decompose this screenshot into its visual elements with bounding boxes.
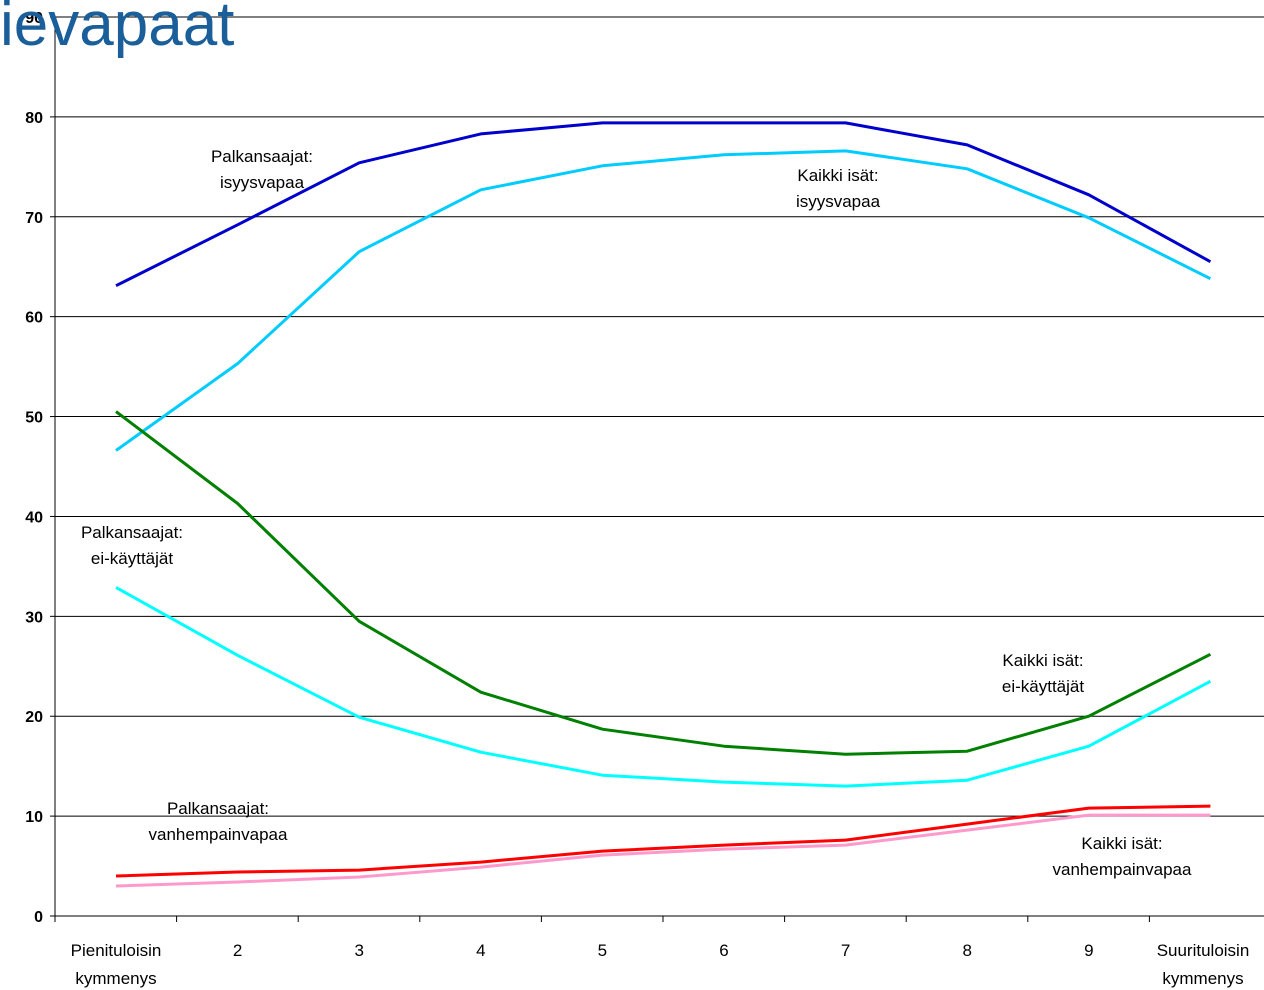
y-tick-label: 10 xyxy=(25,809,43,826)
tick-labels: 0 10 20 30 40 50 60 70 80 90 Pienituloisin kymmenys… xyxy=(25,10,1249,988)
annotation-label: Palkansaajat: isyysvapaa xyxy=(211,147,313,192)
y-tick-label: 80 xyxy=(25,110,43,127)
series-line xyxy=(115,813,1211,888)
y-tick-label: 50 xyxy=(25,410,43,427)
annotation-label: Kaikki isät: isyysvapaa xyxy=(796,166,881,211)
series-line xyxy=(115,586,1212,788)
axes xyxy=(50,16,1264,922)
y-tick-label: 20 xyxy=(25,709,43,726)
y-tick-label: 30 xyxy=(25,609,43,626)
series-line xyxy=(115,410,1212,756)
y-tick-label: 70 xyxy=(25,210,43,227)
series-lines xyxy=(115,121,1212,888)
annotation-label: Palkansaajat: ei-käyttäjät xyxy=(81,523,183,568)
annotation-label: Kaikki isät: vanhempainvapaa xyxy=(1053,834,1192,879)
x-tick-label: 9 xyxy=(1084,941,1093,960)
series-line xyxy=(115,804,1211,878)
x-tick-label: Pienituloisin kymmenys xyxy=(71,941,162,988)
x-tick-label: 7 xyxy=(841,941,850,960)
x-tick-label: 4 xyxy=(476,941,485,960)
chart-title: ievapaat xyxy=(0,0,235,59)
x-tick-label: 3 xyxy=(354,941,363,960)
x-tick-label: 8 xyxy=(962,941,971,960)
x-tick-label: 5 xyxy=(598,941,607,960)
series-line xyxy=(115,121,1212,288)
annotations: Palkansaajat: isyysvapaa Kaikki isät: isyys… xyxy=(81,147,1192,879)
y-tick-label: 60 xyxy=(25,310,43,327)
x-tick-label: 6 xyxy=(719,941,728,960)
x-tick-label: Suurituloisin kymmenys xyxy=(1157,941,1250,988)
y-tick-label: 0 xyxy=(34,909,43,926)
annotation-label: Palkansaajat: vanhempainvapaa xyxy=(149,799,288,844)
y-tick-label: 40 xyxy=(25,509,43,526)
annotation-label: Kaikki isät: ei-käyttäjät xyxy=(1002,651,1084,696)
series-line xyxy=(115,149,1212,452)
gridlines xyxy=(55,16,1264,817)
y-tick-label: 90 xyxy=(25,10,43,27)
x-tick-label: 2 xyxy=(233,941,242,960)
